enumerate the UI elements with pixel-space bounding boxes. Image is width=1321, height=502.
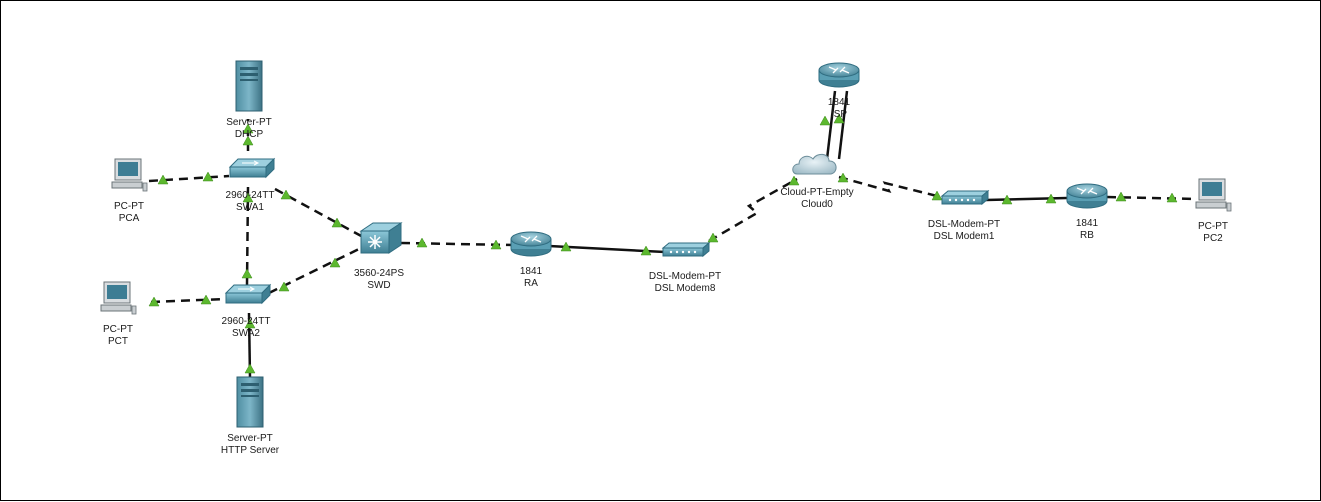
link-up-light-icon: [837, 172, 849, 183]
device-model-label: DSL-Modem-PT: [928, 219, 1000, 230]
link-up-light-icon: [416, 237, 428, 248]
link-up-light-icon: [329, 257, 341, 268]
link-up-light-icon: [241, 268, 253, 279]
router-icon[interactable]: [1066, 183, 1108, 209]
device-model-label: 3560-24PS: [354, 268, 404, 279]
multilayer-switch-icon[interactable]: [359, 222, 403, 254]
link-up-light-icon: [788, 175, 800, 186]
device-name-label: PCA: [119, 213, 140, 224]
link-up-light-icon: [707, 232, 719, 243]
router-icon[interactable]: [510, 231, 552, 257]
link-dsl1-rb[interactable]: [985, 196, 1068, 202]
device-name-label: PC2: [1203, 233, 1223, 244]
link-up-light-icon: [280, 189, 292, 200]
link-swa1-swa2[interactable]: [245, 186, 250, 286]
link-up-light-icon: [819, 115, 831, 126]
link-up-light-icon: [931, 190, 943, 201]
switch-icon[interactable]: [228, 157, 276, 179]
pc-icon[interactable]: [100, 281, 137, 315]
link-up-light-icon: [244, 363, 256, 374]
device-name-label: RA: [524, 278, 538, 289]
device-name-label: DHCP: [235, 129, 264, 140]
link-up-light-icon: [278, 281, 290, 292]
device-model-label: PC-PT: [103, 324, 133, 335]
link-up-light-icon: [1115, 191, 1127, 202]
device-name-label: ISP: [831, 109, 847, 120]
devices-layer: Server-PTDHCPPC-PTPCA2960-24TTSWA1PC-PTP…: [100, 60, 1232, 456]
device-model-label: 1841: [1076, 218, 1099, 229]
link-lights-layer: [148, 113, 1178, 374]
device-name-label: SWA1: [236, 202, 264, 213]
link-up-light-icon: [242, 192, 254, 203]
pc-icon[interactable]: [1195, 178, 1232, 212]
link-up-light-icon: [490, 239, 502, 250]
link-cloud0-isp[interactable]: [825, 90, 837, 160]
link-up-light-icon: [1001, 194, 1013, 205]
link-up-light-icon: [1045, 193, 1057, 204]
device-name-label: HTTP Server: [221, 445, 280, 456]
link-up-light-icon: [200, 294, 212, 305]
link-pct-swa2[interactable]: [150, 297, 226, 304]
device-model-label: PC-PT: [114, 201, 144, 212]
device-model-label: PC-PT: [1198, 221, 1228, 232]
device-model-label: 2960-24TT: [226, 190, 275, 201]
device-model-label: Cloud-PT-Empty: [780, 187, 853, 198]
link-up-light-icon: [833, 113, 845, 124]
link-up-light-icon: [1166, 192, 1178, 203]
link-dsl8-cloud0[interactable]: [708, 177, 798, 243]
link-up-light-icon: [331, 217, 343, 228]
links-layer: [148, 90, 1198, 379]
device-name-label: SWD: [367, 280, 390, 291]
link-up-light-icon: [560, 241, 572, 252]
device-model-label: 2960-24TT: [222, 316, 271, 327]
device-model-label: 1841: [828, 97, 851, 108]
device-model-label: Server-PT: [227, 433, 273, 444]
device-name-label: RB: [1080, 230, 1094, 241]
server-icon[interactable]: [235, 60, 263, 112]
device-name-label: Cloud0: [801, 199, 833, 210]
pc-icon[interactable]: [111, 158, 148, 192]
link-up-light-icon: [242, 135, 254, 146]
link-up-light-icon: [244, 318, 256, 329]
device-model-label: 1841: [520, 266, 543, 277]
cloud-icon[interactable]: [792, 153, 837, 175]
device-name-label: DSL Modem1: [934, 231, 995, 242]
link-up-light-icon: [640, 245, 652, 256]
link-up-light-icon: [157, 174, 169, 185]
device-name-label: PCT: [108, 336, 128, 347]
router-icon[interactable]: [818, 62, 860, 88]
server-icon[interactable]: [236, 376, 264, 428]
switch-icon[interactable]: [224, 283, 272, 305]
device-name-label: DSL Modem8: [655, 283, 716, 294]
link-cloud0-isp[interactable]: [837, 90, 849, 160]
device-model-label: DSL-Modem-PT: [649, 271, 721, 282]
link-cloud0-dsl1[interactable]: [838, 175, 942, 199]
device-model-label: Server-PT: [226, 117, 272, 128]
link-up-light-icon: [148, 296, 160, 307]
dsl-modem-icon[interactable]: [661, 241, 711, 258]
link-up-light-icon: [242, 123, 254, 134]
dsl-modem-icon[interactable]: [940, 189, 990, 206]
link-pca-swa1[interactable]: [148, 174, 230, 183]
device-name-label: SWA2: [232, 328, 260, 339]
link-up-light-icon: [202, 171, 214, 182]
